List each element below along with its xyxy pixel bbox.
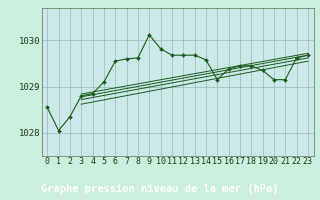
Text: Graphe pression niveau de la mer (hPa): Graphe pression niveau de la mer (hPa) bbox=[41, 184, 279, 194]
